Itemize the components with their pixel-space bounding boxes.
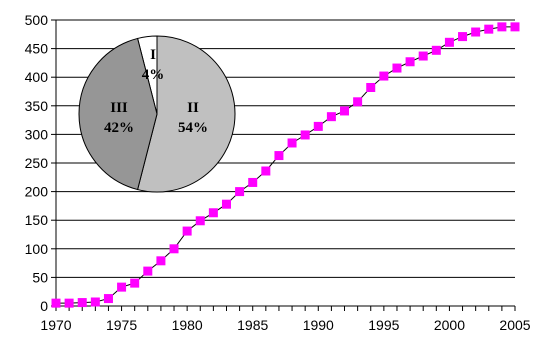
pie-chart: I 4% II 54% III 42%	[78, 35, 236, 193]
y-tick-label: 200	[25, 184, 49, 200]
data-point	[392, 63, 402, 73]
data-point	[208, 208, 218, 218]
data-point	[169, 244, 179, 254]
data-point	[221, 199, 231, 209]
x-tick-label: 1995	[368, 317, 399, 333]
data-point	[195, 216, 205, 226]
pie-slice-label: III	[110, 100, 128, 116]
pie-slice-label: I	[150, 47, 156, 63]
data-point	[510, 22, 520, 32]
data-point	[405, 57, 415, 67]
data-point	[444, 37, 454, 47]
data-point	[156, 256, 166, 266]
y-tick-label: 300	[25, 126, 49, 142]
pie-slice	[136, 35, 236, 193]
data-point	[143, 266, 153, 276]
data-point	[77, 298, 87, 308]
data-point	[379, 71, 389, 81]
x-tick-label: 1990	[303, 317, 334, 333]
data-point	[431, 45, 441, 55]
y-tick-label: 100	[25, 241, 49, 257]
data-point	[418, 51, 428, 61]
data-point	[248, 177, 258, 187]
data-point	[366, 82, 376, 92]
line-series	[51, 22, 520, 308]
data-point	[340, 106, 350, 116]
y-tick-label: 450	[25, 41, 49, 57]
data-point	[287, 138, 297, 148]
x-tick-labels: 1970 1975 1980 1985 1990 1995 2000 2005	[40, 317, 530, 333]
data-point	[471, 27, 481, 37]
x-tick-label: 1975	[106, 317, 137, 333]
x-tick-label: 2005	[499, 317, 530, 333]
data-point	[274, 151, 284, 161]
data-point	[353, 97, 363, 107]
data-point	[261, 166, 271, 176]
x-tick-label: 2000	[434, 317, 465, 333]
data-point	[326, 112, 336, 122]
data-point	[117, 282, 127, 292]
y-tick-label: 250	[25, 155, 49, 171]
pie-slice-percent: 42%	[104, 120, 134, 136]
data-point	[497, 22, 507, 32]
data-point	[64, 298, 74, 308]
x-tick-label: 1970	[40, 317, 71, 333]
data-point	[130, 278, 140, 288]
data-point	[300, 130, 310, 140]
data-point	[458, 32, 468, 42]
data-point	[313, 121, 323, 131]
data-point	[484, 24, 494, 34]
data-point	[103, 294, 113, 304]
x-tick-label: 1980	[172, 317, 203, 333]
y-tick-label: 500	[25, 12, 49, 28]
data-point	[51, 298, 61, 308]
data-point	[182, 226, 192, 236]
data-point	[235, 187, 245, 197]
y-tick-label: 150	[25, 212, 49, 228]
y-tick-label: 400	[25, 69, 49, 85]
pie-slice-label: II	[187, 100, 199, 116]
x-tick-label: 1985	[237, 317, 268, 333]
y-tick-label: 0	[40, 298, 48, 314]
pie-slice	[78, 37, 158, 191]
pie-slice-percent: 54%	[178, 120, 208, 136]
y-tick-label: 50	[32, 269, 48, 285]
axes	[51, 19, 516, 311]
data-point	[90, 297, 100, 307]
y-tick-labels: 0 50 100 150 200 250 300 350 400 450 500	[25, 12, 49, 314]
y-tick-label: 350	[25, 98, 49, 114]
pie-slice-percent: 4%	[142, 67, 165, 83]
